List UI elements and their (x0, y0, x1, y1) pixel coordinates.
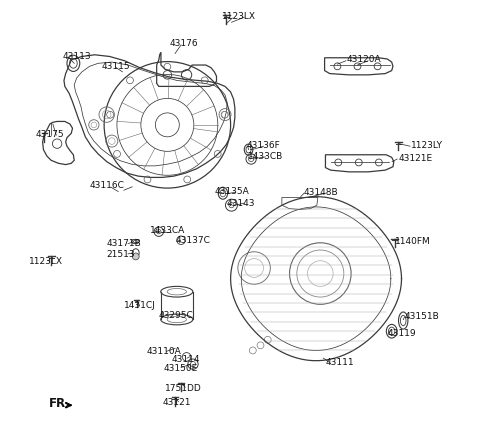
Text: 43151B: 43151B (405, 312, 440, 321)
Text: 43119: 43119 (387, 329, 416, 338)
Text: 1123LX: 1123LX (222, 12, 256, 21)
Text: 43135A: 43135A (215, 187, 249, 196)
Text: 43121: 43121 (163, 398, 191, 407)
Text: 1123LX: 1123LX (28, 257, 62, 266)
Text: 43114: 43114 (172, 354, 200, 364)
Text: 43116C: 43116C (90, 181, 124, 191)
Text: 1431CJ: 1431CJ (124, 301, 156, 310)
Text: 43295C: 43295C (159, 311, 193, 320)
Text: 43115: 43115 (101, 62, 130, 71)
Text: 43136F: 43136F (246, 141, 280, 150)
Text: 43176: 43176 (169, 39, 198, 48)
Text: 1140FM: 1140FM (395, 237, 431, 246)
Circle shape (132, 253, 139, 260)
Text: 1433CB: 1433CB (248, 152, 283, 160)
Text: 43111: 43111 (325, 358, 354, 367)
Text: 43175: 43175 (36, 130, 64, 139)
Text: 43150E: 43150E (163, 364, 197, 373)
Text: 1433CA: 1433CA (150, 226, 186, 235)
Text: 43137C: 43137C (176, 236, 211, 245)
Text: 43120A: 43120A (347, 55, 382, 65)
Text: 1123LY: 1123LY (411, 141, 443, 150)
Text: 43171B: 43171B (107, 239, 142, 248)
Text: 43143: 43143 (227, 198, 255, 208)
Text: 43110A: 43110A (147, 347, 181, 356)
Text: 1751DD: 1751DD (165, 384, 202, 392)
Text: 43121E: 43121E (398, 153, 432, 163)
Text: 43148B: 43148B (303, 188, 338, 197)
Text: FR.: FR. (48, 397, 71, 410)
Text: 43113: 43113 (63, 52, 91, 61)
Text: 21513: 21513 (107, 250, 135, 259)
